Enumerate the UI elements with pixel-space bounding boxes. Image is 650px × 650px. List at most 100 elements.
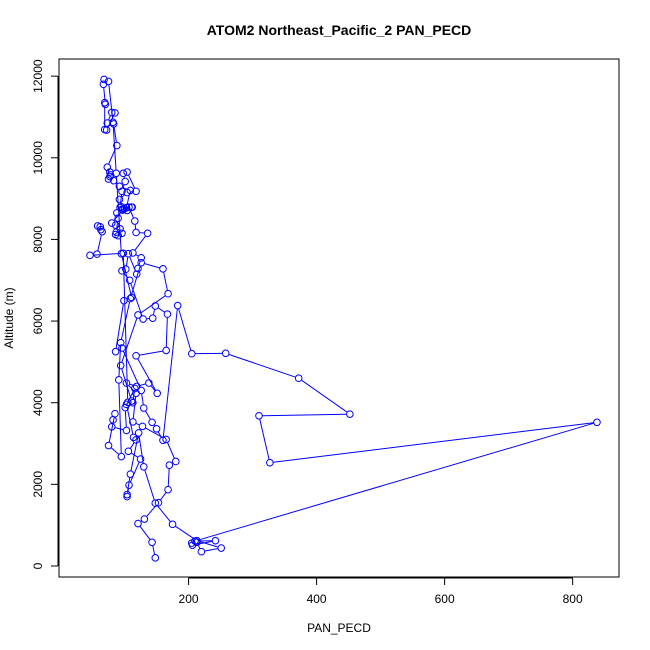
- series-segment: [228, 353, 296, 378]
- data-point: [137, 253, 145, 262]
- data-point: [132, 228, 140, 237]
- series-segment: [200, 541, 218, 548]
- series-segment: [131, 452, 138, 458]
- data-point: [93, 250, 101, 258]
- series-segment: [139, 350, 163, 356]
- data-point: [132, 382, 141, 391]
- data-point: [100, 125, 109, 134]
- data-point: [153, 389, 161, 398]
- data-point: [100, 75, 108, 84]
- series-segment: [129, 383, 134, 386]
- series-segment: [130, 436, 139, 471]
- data-point: [162, 435, 170, 444]
- data-point: [127, 293, 136, 302]
- data-point: [109, 118, 117, 127]
- series-segment: [108, 115, 111, 120]
- series-segment: [273, 422, 594, 463]
- series-segment: [301, 379, 348, 413]
- data-point: [164, 485, 172, 494]
- data-point: [93, 222, 102, 230]
- series-segment: [128, 175, 136, 189]
- data-point: [116, 361, 125, 370]
- data-point: [132, 436, 140, 444]
- data-point: [197, 547, 206, 556]
- data-point: [122, 379, 131, 387]
- data-point: [106, 172, 114, 181]
- data-point: [163, 310, 172, 318]
- data-point: [115, 182, 124, 191]
- series-segment: [198, 422, 594, 541]
- series-segment: [129, 210, 134, 218]
- series-segment: [140, 295, 166, 314]
- x-axis: 200 400 600 800: [179, 577, 583, 606]
- data-point: [134, 519, 142, 528]
- data-point: [151, 499, 160, 507]
- series-segment: [152, 545, 156, 555]
- data-point: [152, 425, 161, 433]
- data-point: [107, 108, 116, 117]
- data-point: [125, 481, 133, 489]
- data-point: [171, 457, 180, 466]
- data-point: [132, 187, 140, 196]
- series-segment: [160, 492, 167, 501]
- data-point: [140, 515, 149, 523]
- data-point: [217, 544, 226, 552]
- data-point: [109, 176, 118, 185]
- series-segment: [167, 442, 175, 459]
- data-point: [164, 289, 172, 298]
- data-point: [123, 168, 131, 176]
- y-tick-label: 12000: [31, 59, 45, 93]
- data-point: [193, 536, 201, 545]
- series-segment: [121, 318, 138, 363]
- data-point: [132, 270, 141, 278]
- data-point: [86, 251, 94, 260]
- series-segment: [129, 442, 135, 449]
- x-axis-label: PAN_PECD: [307, 621, 371, 635]
- data-point: [134, 429, 143, 437]
- data-point: [136, 455, 145, 463]
- data-point: [346, 410, 354, 418]
- series-segment: [259, 419, 270, 460]
- data-point: [143, 229, 152, 238]
- y-tick-label: 8000: [31, 226, 45, 253]
- data-point: [593, 418, 601, 427]
- data-point: [122, 426, 131, 435]
- y-axis-label: Altitude (m): [2, 287, 16, 348]
- data-point: [134, 311, 142, 319]
- data-point: [137, 386, 145, 395]
- data-point: [148, 314, 157, 323]
- data-point: [122, 265, 130, 274]
- series-segment: [124, 411, 127, 427]
- series-segment: [113, 127, 117, 143]
- data-point: [129, 249, 137, 257]
- data-point: [125, 276, 134, 285]
- data-point: [129, 418, 137, 426]
- data-point: [126, 470, 135, 478]
- data-point: [111, 409, 119, 418]
- plot-frame: [58, 58, 620, 578]
- data-point: [165, 461, 174, 469]
- y-tick-label: 10000: [31, 141, 45, 175]
- series-segment: [93, 253, 120, 256]
- series-segment: [118, 383, 122, 454]
- data-point: [145, 379, 153, 387]
- data-point: [123, 206, 131, 215]
- series-segment: [122, 256, 129, 399]
- series-segment: [144, 263, 160, 269]
- data-point: [123, 492, 131, 501]
- series-segment: [110, 447, 119, 455]
- series-segment: [175, 525, 195, 540]
- x-tick-label: 200: [179, 592, 199, 606]
- data-point: [114, 214, 122, 222]
- data-point: [126, 186, 135, 195]
- data-point: [120, 296, 128, 305]
- series-segment: [121, 368, 132, 398]
- series-segment: [130, 283, 143, 316]
- data-point: [113, 141, 121, 150]
- data-point: [98, 227, 106, 236]
- data-point: [139, 315, 147, 323]
- data-point: [139, 404, 148, 412]
- data-point: [116, 225, 124, 233]
- y-tick-label: 2000: [31, 471, 45, 498]
- data-point: [118, 206, 127, 214]
